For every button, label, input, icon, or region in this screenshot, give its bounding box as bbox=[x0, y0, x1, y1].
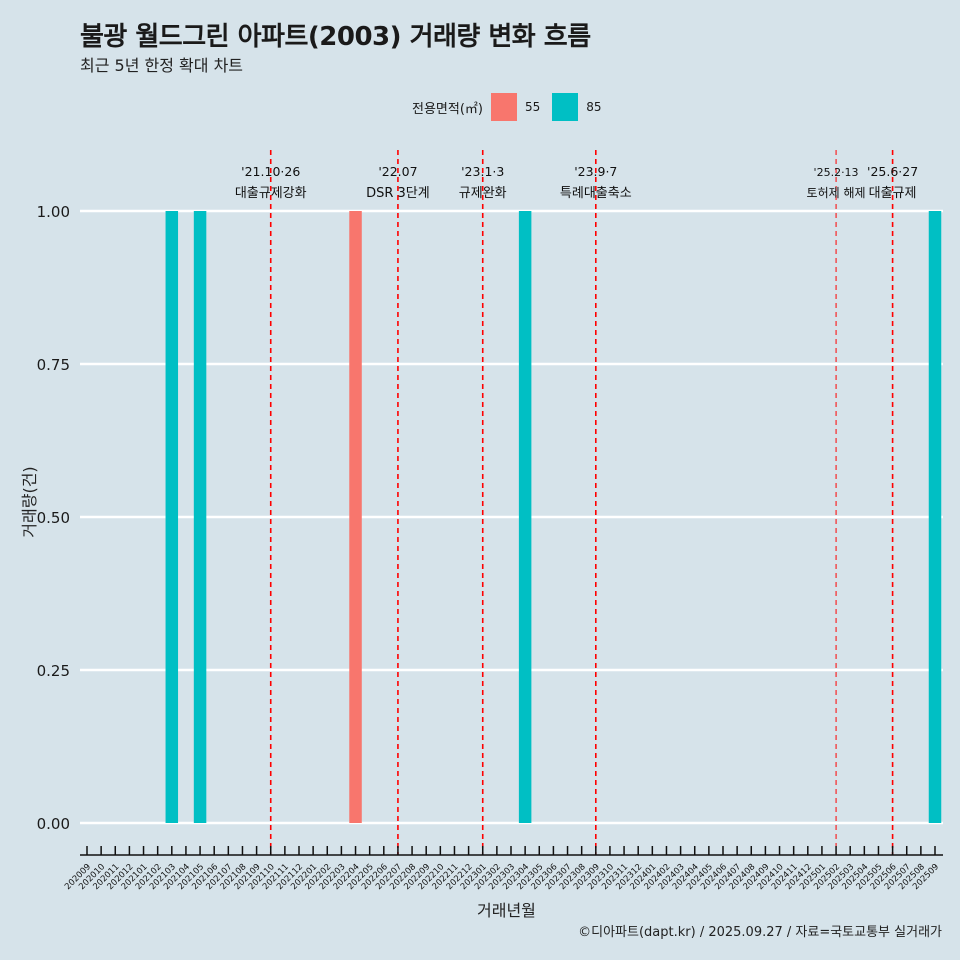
source-caption: ©디아파트(dapt.kr) / 2025.09.27 / 자료=국토교통부 실… bbox=[578, 925, 942, 940]
annotation-date: '23.9·7 bbox=[574, 164, 617, 179]
annotation-label: 규제완화 bbox=[459, 186, 507, 201]
grid-lines bbox=[80, 209, 943, 825]
annotation-date: '25.2·13 bbox=[814, 166, 859, 179]
y-tick-labels: 0.00 0.25 0.50 0.75 1.00 bbox=[37, 203, 70, 833]
legend-title: 전용면적(㎡) bbox=[412, 101, 483, 117]
legend-label-55: 55 bbox=[524, 100, 541, 114]
bar-55-202204 bbox=[349, 211, 362, 823]
bar-85-202103 bbox=[165, 211, 179, 823]
annotation-label: 토허제 해제 bbox=[807, 186, 866, 200]
x-axis: 2020092020102020112020122021012021022021… bbox=[63, 846, 943, 892]
annotation-date: '23.1·3 bbox=[461, 164, 504, 179]
annotation-label: DSR 3단계 bbox=[366, 186, 430, 201]
annotation-date: '22.07 bbox=[378, 164, 417, 179]
y-tick-label: 1.00 bbox=[37, 203, 70, 221]
annotation-label: 대출규제 bbox=[869, 186, 917, 201]
chart-title: 불광 월드그린 아파트(2003) 거래량 변화 흐름 bbox=[80, 22, 591, 52]
legend-key-85 bbox=[552, 93, 579, 121]
annotation-label: 대출규제강화 bbox=[235, 186, 307, 201]
bar-85-202509 bbox=[928, 211, 942, 823]
legend-key-55 bbox=[490, 93, 517, 121]
annotation-label: 특례대출축소 bbox=[560, 186, 632, 201]
bar-85-202105 bbox=[193, 211, 207, 823]
annotation-lines bbox=[269, 150, 894, 855]
legend-label-85: 85 bbox=[586, 100, 602, 114]
y-tick-label: 0.00 bbox=[37, 815, 70, 833]
y-tick-label: 0.75 bbox=[37, 356, 70, 374]
annotation-labels: '21.10·26 대출규제강화 '22.07 DSR 3단계 '23.1·3 규제완화 '… bbox=[235, 164, 918, 201]
x-axis-title: 거래년월 bbox=[477, 901, 536, 920]
legend: 전용면적(㎡) 55 85 bbox=[412, 92, 614, 122]
bars bbox=[165, 211, 942, 823]
annotation-date: '25.6·27 bbox=[867, 164, 918, 179]
y-axis-title: 거래량(건) bbox=[20, 466, 39, 538]
bar-85-202304 bbox=[518, 211, 532, 823]
y-tick-label: 0.50 bbox=[37, 509, 70, 527]
y-tick-label: 0.25 bbox=[37, 662, 70, 680]
chart-subtitle: 최근 5년 한정 확대 차트 bbox=[80, 56, 244, 75]
annotation-date: '21.10·26 bbox=[241, 164, 300, 179]
